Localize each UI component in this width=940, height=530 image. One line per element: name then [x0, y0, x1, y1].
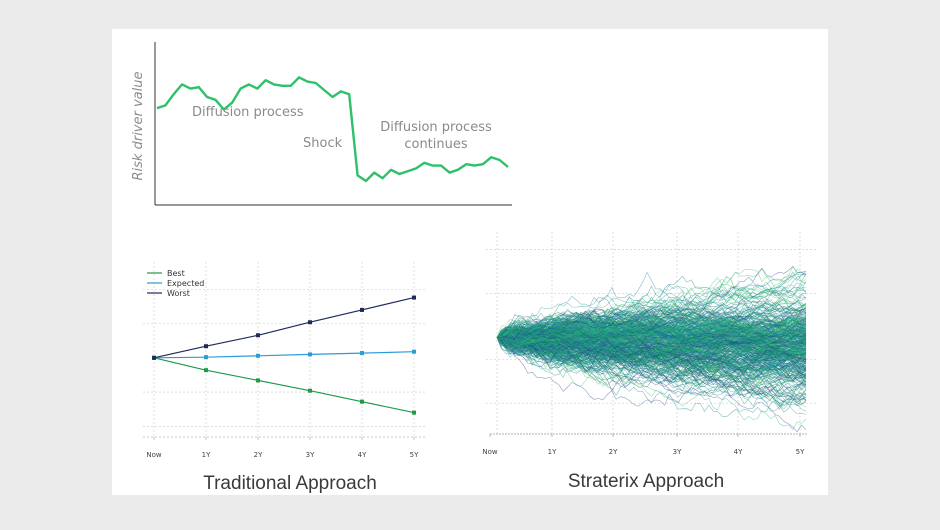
x-tick-label: 1Y: [202, 451, 211, 459]
simulation-path: [496, 330, 807, 405]
simulation-path: [496, 337, 807, 373]
point-best: [360, 399, 364, 404]
point-best: [412, 410, 416, 415]
x-tick-label: 2Y: [609, 448, 618, 456]
simulation-path: [496, 294, 807, 338]
simulation-path: [496, 332, 807, 368]
annotation-diffusion-continues-line1: Diffusion process: [380, 120, 492, 135]
simulation-path: [496, 320, 807, 356]
x-tick-label: Now: [146, 451, 162, 459]
simulation-path: [496, 327, 807, 367]
simulation-path: [496, 310, 807, 368]
traditional-legend: Best Expected Worst: [147, 269, 204, 298]
simulation-path: [496, 337, 807, 377]
x-tick-label: 5Y: [410, 451, 419, 459]
series-line-worst: [153, 297, 415, 359]
simulation-path: [496, 331, 807, 386]
simulation-path: [496, 314, 807, 342]
x-tick-label: Now: [482, 448, 498, 456]
annotation-diffusion-process: Diffusion process: [192, 105, 304, 120]
simulation-path: [496, 317, 807, 430]
point-expected: [360, 351, 364, 356]
simulation-path: [496, 265, 807, 346]
x-tick-label: 5Y: [796, 448, 805, 456]
point-expected: [412, 349, 416, 354]
annotation-shock: Shock: [303, 136, 343, 151]
traditional-grid: [143, 262, 425, 437]
point-worst: [152, 355, 156, 360]
simulation-path: [496, 322, 807, 367]
x-tick-label: 4Y: [734, 448, 743, 456]
simulation-path: [496, 266, 807, 338]
series-line-best: [153, 357, 415, 414]
simulation-path: [496, 329, 807, 366]
simulation-path: [496, 337, 807, 405]
simulation-path: [496, 271, 807, 338]
simulation-path: [496, 330, 807, 356]
simulation-path: [496, 333, 807, 408]
simulation-path: [496, 325, 807, 369]
simulation-path: [496, 306, 807, 340]
simulation-path: [496, 328, 807, 350]
x-tick-label: 4Y: [358, 451, 367, 459]
simulation-path: [496, 326, 807, 380]
x-tick-label: 2Y: [254, 451, 263, 459]
simulation-path: [496, 330, 807, 341]
risk-driver-chart: Risk driver value Diffusion process Shoc…: [131, 42, 512, 206]
simulation-path: [496, 332, 807, 355]
legend-label-expected: Expected: [167, 279, 204, 288]
x-tick-label: 3Y: [306, 451, 315, 459]
series-line-expected: [153, 351, 415, 359]
simulation-path: [496, 319, 807, 343]
traditional-series: [152, 295, 416, 415]
point-expected: [256, 353, 260, 358]
simulation-path: [496, 302, 807, 340]
simulation-path: [496, 296, 807, 397]
straterix-x-ticks: Now 1Y 2Y 3Y 4Y 5Y: [482, 434, 805, 456]
simulation-path: [496, 337, 807, 361]
simulation-path: [496, 337, 807, 433]
simulation-path: [496, 337, 807, 392]
point-worst: [412, 295, 416, 300]
simulation-path: [496, 324, 807, 345]
point-worst: [360, 307, 364, 312]
straterix-approach-chart: Now 1Y 2Y 3Y 4Y 5Y Straterix Approach: [482, 232, 818, 492]
point-best: [308, 388, 312, 393]
simulation-path: [496, 286, 807, 339]
point-best: [204, 368, 208, 373]
legend-label-best: Best: [167, 269, 185, 278]
x-tick-label: 3Y: [673, 448, 682, 456]
figure-panel: [112, 29, 828, 495]
point-worst: [256, 333, 260, 338]
point-best: [256, 378, 260, 383]
traditional-approach-caption: Traditional Approach: [203, 473, 377, 494]
simulation-path: [496, 313, 807, 352]
simulation-path: [496, 306, 807, 342]
point-worst: [204, 344, 208, 349]
straterix-simulation-paths: [496, 265, 807, 433]
simulation-path: [496, 333, 807, 365]
point-expected: [308, 352, 312, 357]
traditional-x-ticks: Now 1Y 2Y 3Y 4Y 5Y: [146, 437, 419, 459]
legend-label-worst: Worst: [167, 289, 190, 298]
point-worst: [308, 320, 312, 325]
point-expected: [204, 355, 208, 360]
simulation-path: [496, 337, 807, 412]
simulation-path: [496, 302, 807, 342]
x-tick-label: 1Y: [548, 448, 557, 456]
risk-driver-series-line: [156, 76, 509, 183]
y-axis-label: Risk driver value: [131, 72, 146, 181]
straterix-approach-caption: Straterix Approach: [568, 471, 724, 492]
traditional-approach-chart: Now 1Y 2Y 3Y 4Y 5Y Best Expected Worst Tradit…: [143, 262, 425, 494]
annotation-diffusion-continues-line2: continues: [404, 137, 468, 152]
